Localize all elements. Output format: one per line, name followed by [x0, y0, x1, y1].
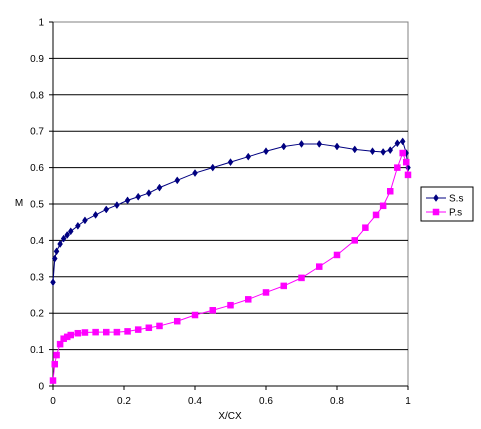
data-point — [263, 147, 269, 156]
data-point — [51, 360, 59, 368]
data-point — [146, 189, 152, 198]
x-tick-label: 0 — [50, 396, 56, 407]
data-point — [394, 164, 401, 171]
data-point — [245, 152, 252, 161]
data-point — [49, 377, 57, 384]
x-tick-label: 0.8 — [330, 396, 344, 407]
data-point — [316, 140, 323, 148]
data-point — [369, 147, 376, 156]
y-tick-label: 0.9 — [30, 54, 44, 65]
data-point — [351, 145, 358, 154]
data-point — [92, 210, 99, 219]
data-point — [227, 301, 234, 309]
data-point — [135, 192, 142, 201]
data-point — [174, 176, 181, 185]
data-point — [191, 311, 199, 319]
y-axis-label: M — [15, 198, 23, 209]
data-point — [156, 322, 163, 330]
data-point — [67, 331, 74, 339]
legend-label: S.s — [449, 194, 463, 205]
data-point — [316, 263, 323, 270]
data-point — [280, 282, 287, 290]
x-tick-label: 1 — [405, 396, 411, 407]
data-point — [298, 274, 305, 282]
legend-box — [420, 186, 474, 222]
series-line — [52, 140, 409, 283]
data-point — [394, 139, 401, 148]
data-point — [57, 240, 63, 248]
gridlines — [53, 57, 408, 351]
data-point — [404, 171, 412, 179]
data-point — [298, 140, 305, 148]
data-point — [174, 317, 181, 325]
series-group — [49, 137, 412, 384]
data-point — [50, 278, 56, 287]
data-point — [209, 163, 216, 172]
series-P.s — [49, 149, 412, 384]
x-tick-label: 0.4 — [188, 396, 202, 407]
y-tick-label: 0.5 — [30, 200, 44, 211]
x-tick-label: 0.2 — [117, 396, 131, 407]
y-tick-label: 0.8 — [30, 90, 44, 101]
data-point — [124, 196, 131, 205]
data-point — [280, 142, 287, 151]
legend-label: P.s — [449, 208, 462, 219]
data-point — [334, 142, 340, 151]
data-point — [53, 351, 60, 359]
data-point — [114, 201, 120, 210]
data-point — [432, 208, 440, 216]
data-point — [402, 158, 410, 166]
data-point — [92, 328, 99, 336]
data-point — [399, 137, 406, 146]
x-axis-label: X/CX — [218, 411, 242, 422]
axes: 0 0.1 0.2 0.3 0.4 0.5 0.6 0.7 0.8 0.9 1 0 0.2 0.4 0.6 0… — [30, 18, 411, 408]
data-point — [399, 149, 406, 157]
data-point — [75, 221, 81, 230]
data-point — [145, 324, 153, 332]
y-tick-label: 0.2 — [30, 309, 44, 320]
data-point — [379, 202, 387, 210]
data-point — [67, 227, 74, 236]
series-S.s — [50, 137, 411, 287]
data-point — [113, 328, 121, 336]
data-point — [51, 254, 58, 263]
data-point — [433, 194, 439, 202]
data-point — [333, 251, 341, 259]
y-tick-label: 0.4 — [30, 236, 44, 247]
y-tick-label: 0.1 — [30, 345, 44, 356]
data-point — [53, 247, 60, 256]
data-point — [262, 289, 270, 296]
data-point — [387, 188, 394, 195]
y-tick-label: 0.7 — [30, 127, 44, 138]
x-tick-label: 0.6 — [259, 396, 273, 407]
data-point — [227, 158, 234, 167]
data-point — [124, 328, 131, 335]
y-tick-label: 1 — [38, 18, 44, 29]
data-point — [103, 328, 110, 336]
data-point — [351, 237, 358, 244]
data-point — [64, 231, 71, 239]
data-point — [380, 148, 386, 156]
data-point — [209, 307, 216, 314]
y-tick-label: 0.6 — [30, 163, 44, 174]
data-point — [103, 205, 110, 214]
data-point — [81, 329, 89, 336]
data-point — [192, 169, 198, 177]
data-point — [387, 146, 394, 155]
y-tick-label: 0 — [38, 382, 44, 393]
data-point — [362, 224, 369, 231]
data-point — [82, 216, 88, 225]
y-tick-label: 0.3 — [30, 272, 44, 283]
data-point — [372, 211, 380, 219]
legend: S.s P.s — [420, 186, 474, 222]
data-point — [74, 329, 82, 337]
data-point — [156, 183, 163, 192]
data-point — [56, 340, 64, 348]
data-point — [134, 326, 142, 333]
data-point — [60, 234, 67, 243]
data-point — [245, 296, 252, 303]
